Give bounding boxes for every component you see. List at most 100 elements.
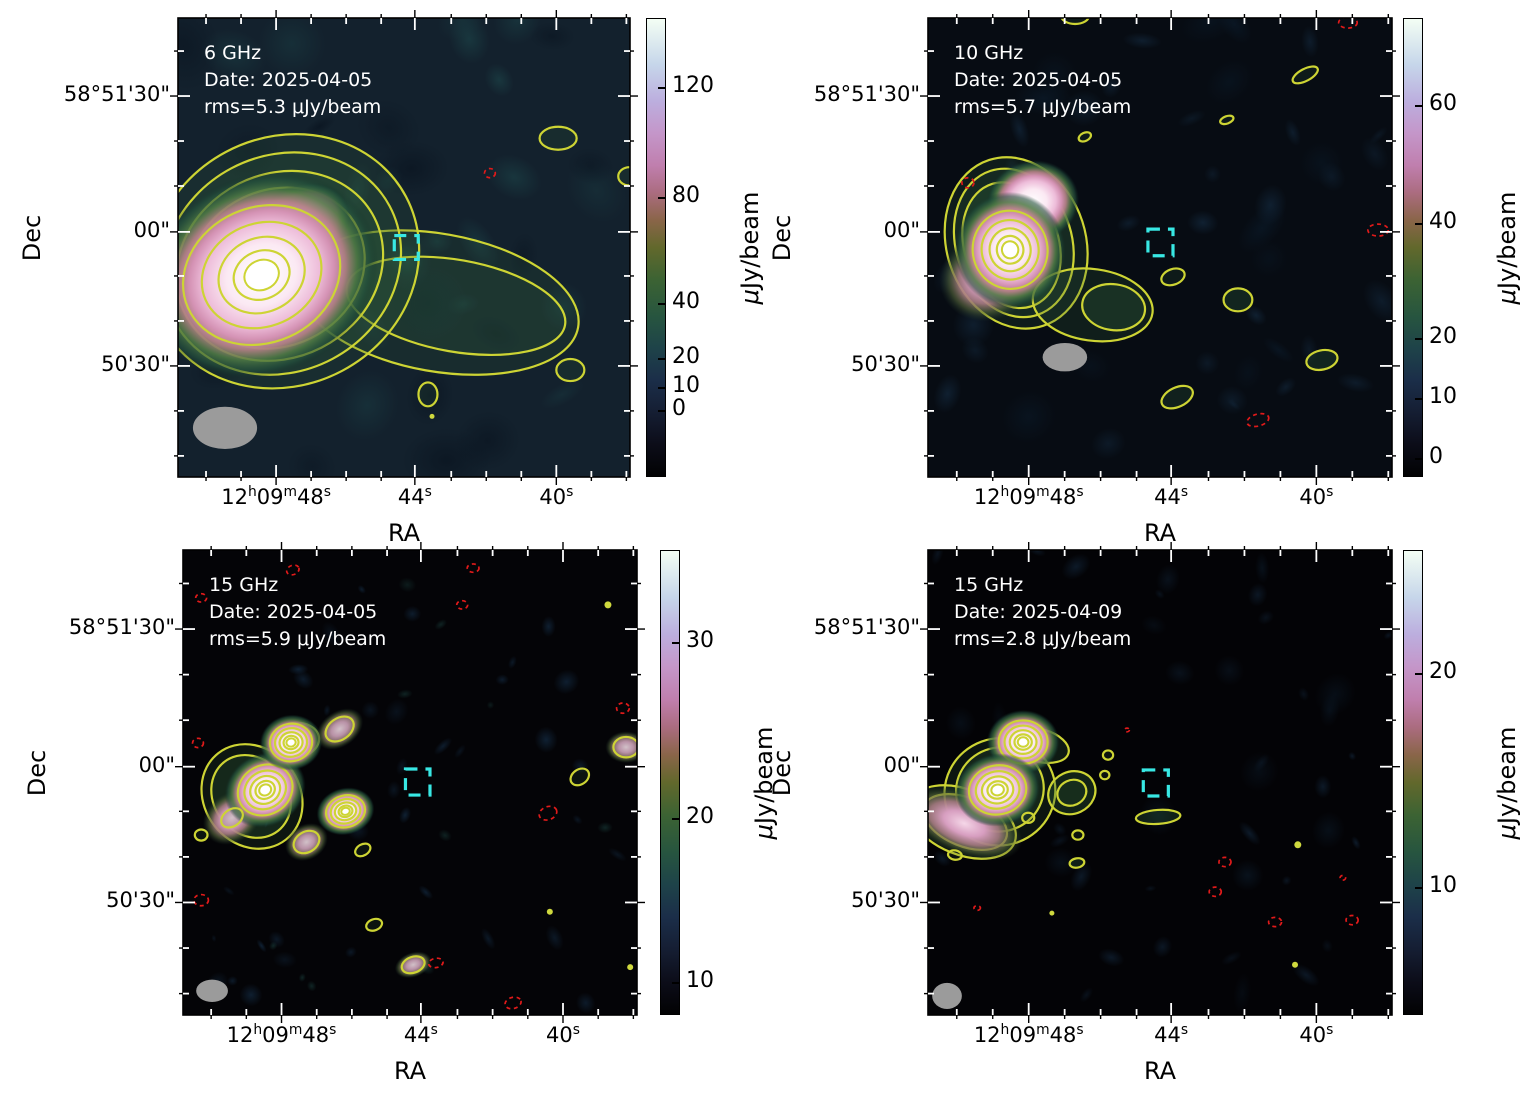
noise-smudge xyxy=(1245,305,1267,326)
source-core xyxy=(340,806,351,816)
noise-smudge xyxy=(396,757,408,776)
noise-smudge xyxy=(1363,279,1392,323)
contour-ring xyxy=(278,731,304,754)
colorbar-tick-mark xyxy=(1415,673,1422,676)
noise-smudge xyxy=(1232,859,1264,892)
noise-smudge xyxy=(575,992,596,1014)
noise-smudge xyxy=(373,140,449,197)
noise-smudge xyxy=(1284,119,1301,147)
negative-contour xyxy=(538,805,558,821)
contour-ring xyxy=(1134,808,1182,826)
contour-ring xyxy=(1077,131,1093,143)
contour-ring xyxy=(555,357,586,383)
noise-smudge xyxy=(1300,334,1318,364)
noise-smudge xyxy=(961,337,989,364)
negative-contour xyxy=(1337,18,1359,29)
y-tick-label: 58°51'30" xyxy=(68,615,175,640)
negative-contour xyxy=(1123,727,1131,733)
noise-smudge xyxy=(1216,386,1248,415)
beam-ellipse xyxy=(1042,342,1088,372)
x-tick-label: 12h09m48s xyxy=(226,1022,337,1047)
noise-smudge xyxy=(1250,240,1288,278)
noise-smudge xyxy=(1144,885,1157,892)
contour-ring xyxy=(333,801,358,822)
map-content xyxy=(178,18,630,477)
negative-contour xyxy=(285,564,300,576)
map-content xyxy=(928,550,1392,1015)
contour-ring xyxy=(354,842,372,858)
observation-date-label: Date: 2025-04-05 xyxy=(204,69,373,91)
noise-smudge xyxy=(1009,110,1030,148)
negative-contour xyxy=(483,167,497,179)
noise-smudge xyxy=(1262,337,1295,363)
noise-smudge xyxy=(302,115,336,138)
x-tick-label: 40s xyxy=(539,484,574,509)
observation-date-label: Date: 2025-04-09 xyxy=(954,601,1123,623)
noise-smudge xyxy=(931,550,944,565)
noise-smudge xyxy=(1281,875,1292,886)
panel-annotation: 15 GHz Date: 2025-04-05 rms=5.9 μJy/beam xyxy=(209,572,386,653)
observation-date-label: Date: 2025-04-05 xyxy=(209,601,378,623)
colorbar-tick-mark xyxy=(658,303,665,306)
noise-smudge xyxy=(1177,110,1206,127)
contour-ring xyxy=(217,235,306,315)
noise-smudge xyxy=(1049,834,1070,848)
colorbar-tick-mark xyxy=(658,409,665,412)
noise-smudge xyxy=(258,18,326,78)
observation-date-label: Date: 2025-04-05 xyxy=(954,69,1123,91)
noise-smudge xyxy=(1154,589,1165,599)
noise-smudge xyxy=(438,829,452,842)
colorbar-tick-mark xyxy=(1415,887,1422,890)
contour-ring xyxy=(1101,749,1115,761)
noise-smudge xyxy=(1383,631,1392,640)
x-tick-label: 40s xyxy=(546,1022,580,1047)
noise-smudge xyxy=(323,704,331,717)
colorbar xyxy=(1403,18,1423,477)
noise-smudge xyxy=(1255,552,1270,584)
colorbar-tick-mark xyxy=(1415,337,1422,340)
colorbar-tick-label: 20 xyxy=(1429,659,1457,685)
contour-ring xyxy=(1021,811,1036,825)
noise-smudge xyxy=(481,928,496,950)
y-tick-label: 58°51'30" xyxy=(813,615,920,640)
target-marker xyxy=(403,767,432,797)
noise-smudge xyxy=(293,669,314,689)
y-tick-label: 50'30" xyxy=(106,888,175,913)
colorbar-tick-label: 40 xyxy=(672,289,700,315)
colorbar-tick-mark xyxy=(658,358,665,361)
noise-smudge xyxy=(227,976,238,986)
point-source xyxy=(627,964,634,971)
contour-ring xyxy=(1008,729,1038,756)
noise-smudge xyxy=(1257,610,1274,625)
noise-smudge xyxy=(1205,59,1253,105)
noise-smudge xyxy=(1116,214,1141,232)
noise-smudge xyxy=(345,946,357,958)
noise-smudge xyxy=(933,850,952,867)
noise-smudge xyxy=(403,605,422,622)
negative-contour xyxy=(973,904,982,912)
noise-smudge xyxy=(1237,203,1287,254)
beam-ellipse xyxy=(192,406,258,450)
rms-label: rms=2.8 μJy/beam xyxy=(954,628,1132,650)
contour-ring xyxy=(980,775,1015,805)
x-tick-label: 12h09m48s xyxy=(973,1022,1084,1047)
x-tick-label: 44s xyxy=(397,484,432,509)
source-core xyxy=(243,258,280,292)
radio-map xyxy=(175,542,645,1023)
radio-map xyxy=(920,542,1400,1023)
y-tick-label: 50'30" xyxy=(101,351,170,376)
map-content xyxy=(928,18,1392,477)
colorbar-unit-label: μJy/beam xyxy=(1493,726,1520,839)
point-source xyxy=(546,908,553,915)
noise-smudge xyxy=(1061,553,1091,580)
noise-smudge xyxy=(357,585,366,594)
noise-smudge xyxy=(178,18,221,91)
noise-smudge xyxy=(1300,142,1344,185)
noise-smudge xyxy=(1238,821,1261,846)
colorbar-tick-label: 10 xyxy=(1429,384,1457,410)
colorbar-tick-label: 10 xyxy=(686,967,714,993)
colorbar-tick-mark xyxy=(672,817,679,820)
colorbar-tick-label: 20 xyxy=(672,344,700,370)
negative-contour xyxy=(191,737,205,749)
y-axis-label: Dec xyxy=(768,215,796,262)
